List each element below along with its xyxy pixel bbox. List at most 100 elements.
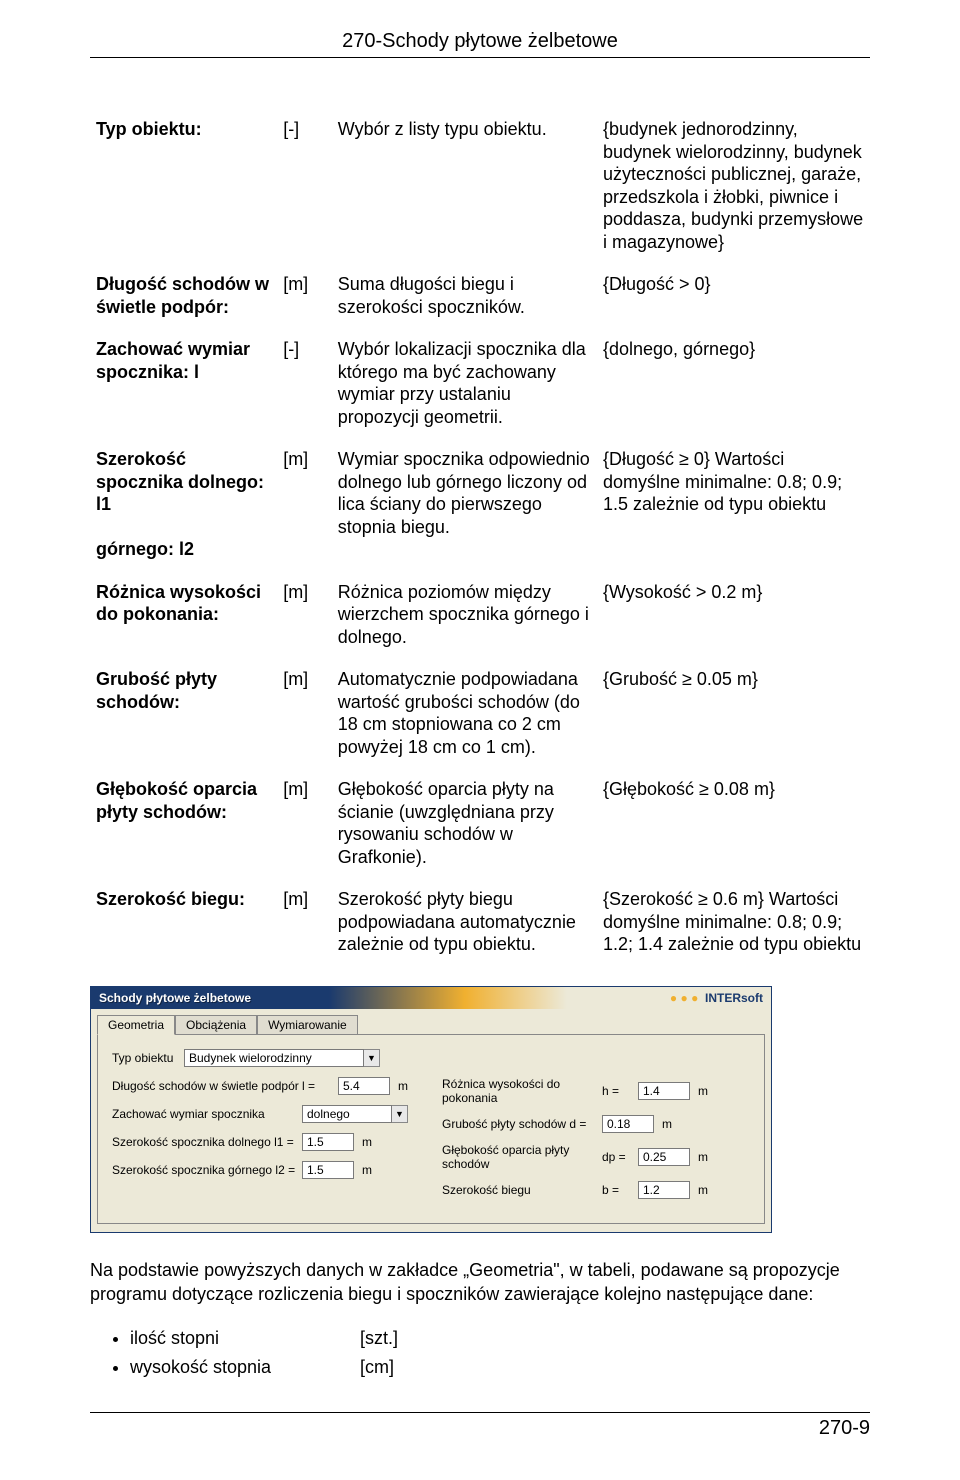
bullet-unit: [cm] (360, 1357, 394, 1377)
field-unit: m (362, 1135, 372, 1149)
field-input[interactable] (338, 1077, 390, 1095)
field-row: Szerokość biegub = m (442, 1181, 772, 1199)
field-label: Szerokość biegu (442, 1183, 602, 1197)
dialog-screenshot: Schody płytowe żelbetowe ● ● ● INTERsoft… (90, 986, 772, 1233)
table-row: Grubość płyty schodów:[m]Automatycznie p… (90, 658, 870, 768)
field-label: Różnica wysokości do pokonania (442, 1077, 602, 1105)
param-name: Zachować wymiar spocznika: l (90, 328, 277, 438)
field-input[interactable] (638, 1181, 690, 1199)
param-unit: [m] (277, 571, 332, 659)
typ-obiektu-label: Typ obiektu (112, 1051, 184, 1065)
param-desc: Szerokość płyty biegu podpowiadana autom… (332, 878, 597, 966)
param-desc: Suma długości biegu i szerokości spoczni… (332, 263, 597, 328)
field-unit: m (362, 1163, 372, 1177)
dialog-title: Schody płytowe żelbetowe (99, 991, 251, 1005)
param-range: {Długość ≥ 0} Wartości domyślne minimaln… (597, 438, 870, 571)
param-unit: [m] (277, 768, 332, 878)
param-name: Typ obiektu: (90, 108, 277, 263)
brand-logo: ● ● ● INTERsoft (670, 991, 763, 1005)
param-unit: [m] (277, 878, 332, 966)
param-name: Różnica wysokości do pokonania: (90, 571, 277, 659)
field-input[interactable] (602, 1115, 654, 1133)
header-rule (90, 57, 870, 58)
param-desc: Wybór lokalizacji spocznika dla którego … (332, 328, 597, 438)
param-unit: [m] (277, 438, 332, 571)
table-row: Szerokość spocznika dolnego: l1górnego: … (90, 438, 870, 571)
param-name: Szerokość biegu: (90, 878, 277, 966)
param-name: Głębokość oparcia płyty schodów: (90, 768, 277, 878)
table-row: Typ obiektu:[-]Wybór z listy typu obiekt… (90, 108, 870, 263)
field-row: Zachować wymiar spocznika ▼ (112, 1105, 442, 1123)
param-range: {Szerokość ≥ 0.6 m} Wartości domyślne mi… (597, 878, 870, 966)
field-row: Szerokość spocznika dolnego l1 = m (112, 1133, 442, 1151)
field-unit: m (398, 1079, 408, 1093)
bullet-text: wysokość stopnia (130, 1353, 360, 1382)
dialog-titlebar: Schody płytowe żelbetowe ● ● ● INTERsoft (91, 987, 771, 1009)
body-paragraph: Na podstawie powyższych danych w zakładc… (90, 1258, 870, 1307)
param-name: Długość schodów w świetle podpór: (90, 263, 277, 328)
table-row: Głębokość oparcia płyty schodów:[m]Głębo… (90, 768, 870, 878)
tab-wymiarowanie[interactable]: Wymiarowanie (257, 1015, 358, 1034)
param-name: Szerokość spocznika dolnego: l1górnego: … (90, 438, 277, 571)
param-range: {Grubość ≥ 0.05 m} (597, 658, 870, 768)
param-range: {Wysokość > 0.2 m} (597, 571, 870, 659)
field-label: Długość schodów w świetle podpór (112, 1079, 302, 1093)
field-unit: m (662, 1117, 672, 1131)
page-number: 270-9 (90, 1417, 870, 1440)
bullet-unit: [szt.] (360, 1328, 398, 1348)
field-label: Zachować wymiar spocznika (112, 1107, 302, 1121)
list-item: wysokość stopnia[cm] (130, 1353, 870, 1382)
field-row: Długość schodów w świetle podpórl = m (112, 1077, 442, 1095)
footer-rule (90, 1412, 870, 1413)
field-symbol: dp = (602, 1150, 638, 1164)
page-header-title: 270-Schody płytowe żelbetowe (90, 30, 870, 53)
field-label: Głębokość oparcia płyty schodów (442, 1143, 602, 1171)
param-unit: [-] (277, 328, 332, 438)
field-select[interactable] (302, 1105, 392, 1123)
tab-panel-geometria: Typ obiektu ▼ Długość schodów w świetle … (97, 1034, 765, 1224)
param-desc: Wybór z listy typu obiektu. (332, 108, 597, 263)
param-range: {budynek jednorodzinny, budynek wielorod… (597, 108, 870, 263)
table-row: Szerokość biegu:[m]Szerokość płyty biegu… (90, 878, 870, 966)
param-range: {Głębokość ≥ 0.08 m} (597, 768, 870, 878)
param-desc: Automatycznie podpowiadana wartość grubo… (332, 658, 597, 768)
chevron-down-icon[interactable]: ▼ (364, 1049, 380, 1067)
field-unit: m (698, 1084, 708, 1098)
table-row: Różnica wysokości do pokonania:[m]Różnic… (90, 571, 870, 659)
param-unit: [-] (277, 108, 332, 263)
param-range: {Długość > 0} (597, 263, 870, 328)
field-row: Głębokość oparcia płyty schodówdp = m (442, 1143, 772, 1171)
field-label: Szerokość spocznika dolnego l1 = (112, 1135, 302, 1149)
table-row: Zachować wymiar spocznika: l[-]Wybór lok… (90, 328, 870, 438)
param-range: {dolnego, górnego} (597, 328, 870, 438)
param-desc: Głębokość oparcia płyty na ścianie (uwzg… (332, 768, 597, 878)
field-input[interactable] (638, 1148, 690, 1166)
param-desc: Różnica poziomów między wierzchem spoczn… (332, 571, 597, 659)
field-symbol: b = (602, 1183, 638, 1197)
tab-obciążenia[interactable]: Obciążenia (175, 1015, 257, 1034)
field-row: Grubość płyty schodów d = m (442, 1115, 772, 1133)
param-desc: Wymiar spocznika odpowiednio dolnego lub… (332, 438, 597, 571)
chevron-down-icon[interactable]: ▼ (392, 1105, 408, 1123)
param-unit: [m] (277, 658, 332, 768)
tab-bar: GeometriaObciążeniaWymiarowanie (91, 1009, 771, 1034)
field-label: Szerokość spocznika górnego l2 = (112, 1163, 302, 1177)
field-unit: m (698, 1150, 708, 1164)
bullet-text: ilość stopni (130, 1324, 360, 1353)
field-label: Grubość płyty schodów d = (442, 1117, 602, 1131)
field-symbol: h = (602, 1084, 638, 1098)
field-unit: m (698, 1183, 708, 1197)
list-item: ilość stopni[szt.] (130, 1324, 870, 1353)
field-input[interactable] (302, 1161, 354, 1179)
field-symbol: l = (302, 1079, 338, 1093)
parameter-table: Typ obiektu:[-]Wybór z listy typu obiekt… (90, 108, 870, 966)
param-unit: [m] (277, 263, 332, 328)
field-row: Szerokość spocznika górnego l2 = m (112, 1161, 442, 1179)
table-row: Długość schodów w świetle podpór:[m]Suma… (90, 263, 870, 328)
typ-obiektu-select[interactable] (184, 1049, 364, 1067)
tab-geometria[interactable]: Geometria (97, 1015, 175, 1035)
field-row: Różnica wysokości do pokonaniah = m (442, 1077, 772, 1105)
bullet-list: ilość stopni[szt.]wysokość stopnia[cm] (130, 1324, 870, 1382)
field-input[interactable] (302, 1133, 354, 1151)
field-input[interactable] (638, 1082, 690, 1100)
